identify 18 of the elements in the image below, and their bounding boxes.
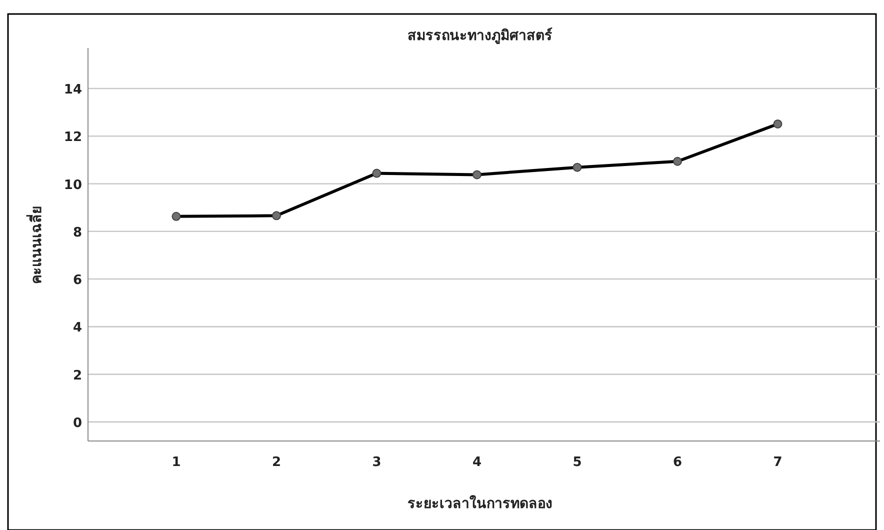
x-tick-label: 3 [372, 455, 382, 470]
x-tick-label: 6 [672, 455, 682, 470]
y-tick-label: 0 [72, 416, 82, 431]
y-tick-label: 12 [64, 130, 82, 146]
y-tick-label: 14 [64, 82, 82, 98]
x-tick-label: 5 [572, 455, 582, 470]
x-axis-title: ระยะเวลาในการทดลอง [408, 494, 552, 512]
y-tick-label: 2 [72, 368, 82, 384]
x-tick-label: 1 [172, 455, 181, 470]
y-tick-label: 4 [72, 320, 82, 336]
chart-title: สมรรถนะทางภูมิศาสตร์ [408, 27, 552, 44]
y-axis-title: คะแนนเฉลี่ย [26, 206, 45, 284]
x-tick-label: 4 [472, 455, 482, 470]
y-tick-label: 6 [72, 273, 82, 288]
x-tick-label: 7 [773, 455, 782, 470]
y-tick-label: 10 [64, 178, 82, 193]
x-tick-label: 2 [272, 455, 281, 470]
y-tick-label: 8 [72, 225, 82, 240]
